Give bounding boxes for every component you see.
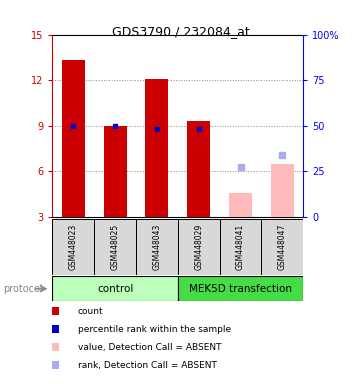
Text: GSM448041: GSM448041 [236, 223, 245, 270]
Bar [261, 219, 303, 275]
Bar [104, 126, 127, 217]
Bar [62, 60, 85, 217]
Bar [52, 219, 94, 275]
Text: GSM448023: GSM448023 [69, 223, 78, 270]
Bar [145, 79, 168, 217]
Text: GSM448025: GSM448025 [110, 223, 119, 270]
Bar [136, 219, 178, 275]
Text: GSM448029: GSM448029 [194, 223, 203, 270]
Text: GSM448047: GSM448047 [278, 223, 287, 270]
Bar [178, 219, 219, 275]
Bar [94, 219, 136, 275]
Text: protocol: protocol [4, 284, 43, 294]
Text: control: control [97, 284, 133, 294]
Text: GDS3790 / 232084_at: GDS3790 / 232084_at [112, 25, 249, 38]
Text: MEK5D transfection: MEK5D transfection [189, 284, 292, 294]
Text: count: count [78, 306, 103, 316]
Text: percentile rank within the sample: percentile rank within the sample [78, 324, 231, 334]
Text: rank, Detection Call = ABSENT: rank, Detection Call = ABSENT [78, 361, 217, 370]
Bar [271, 164, 294, 217]
Bar [219, 219, 261, 275]
Bar [187, 121, 210, 217]
Bar [178, 276, 303, 301]
Bar [52, 276, 178, 301]
Text: GSM448043: GSM448043 [152, 223, 161, 270]
Bar [229, 193, 252, 217]
Text: value, Detection Call = ABSENT: value, Detection Call = ABSENT [78, 343, 221, 352]
